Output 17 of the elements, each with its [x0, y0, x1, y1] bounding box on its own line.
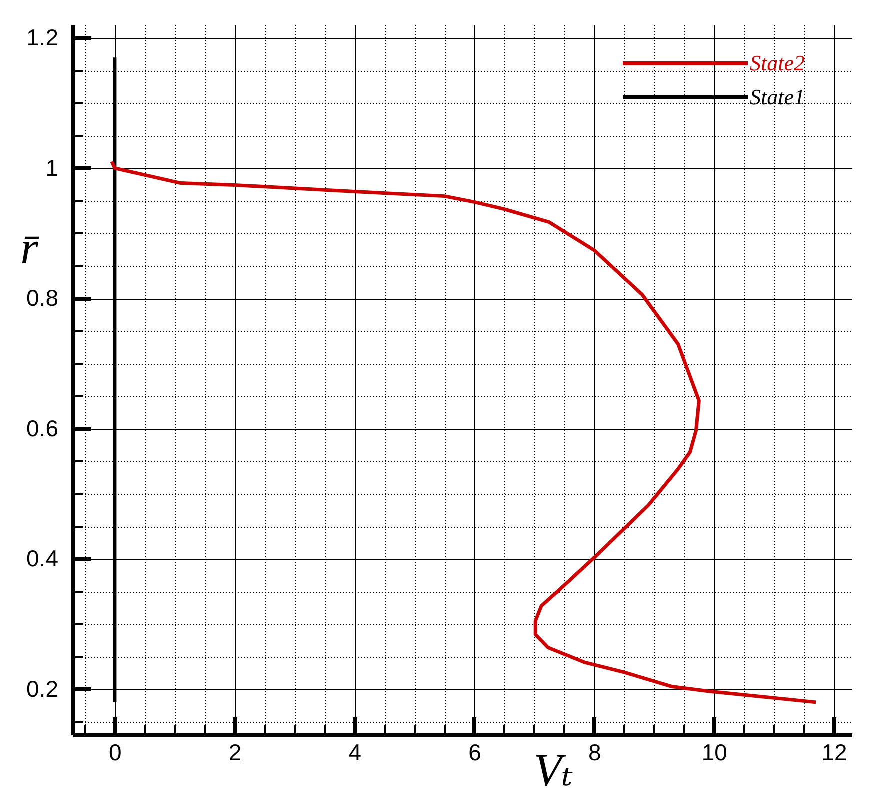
y-axis-title: r̄: [20, 222, 40, 274]
x-axis-title: Vₜ: [534, 744, 574, 795]
text: State2: [750, 50, 805, 76]
x-tick-label: 6: [468, 740, 482, 766]
x-tick-label: 4: [348, 740, 362, 766]
y-tick-label: 1.2: [26, 24, 58, 51]
x-tick-label: 8: [588, 740, 602, 766]
y-tick-label: 0.4: [26, 546, 59, 572]
y-tick-label: 1: [46, 154, 58, 181]
y-tick-label: 0.6: [26, 415, 58, 442]
text: State1: [750, 84, 805, 110]
x-tick-label: 12: [822, 740, 848, 766]
y-tick-label: 0.2: [26, 676, 58, 702]
y-tick-label: 0.8: [26, 285, 58, 312]
x-tick-label: 0: [109, 740, 122, 766]
x-tick-label: 10: [702, 740, 728, 766]
x-tick-label: 2: [228, 740, 242, 766]
